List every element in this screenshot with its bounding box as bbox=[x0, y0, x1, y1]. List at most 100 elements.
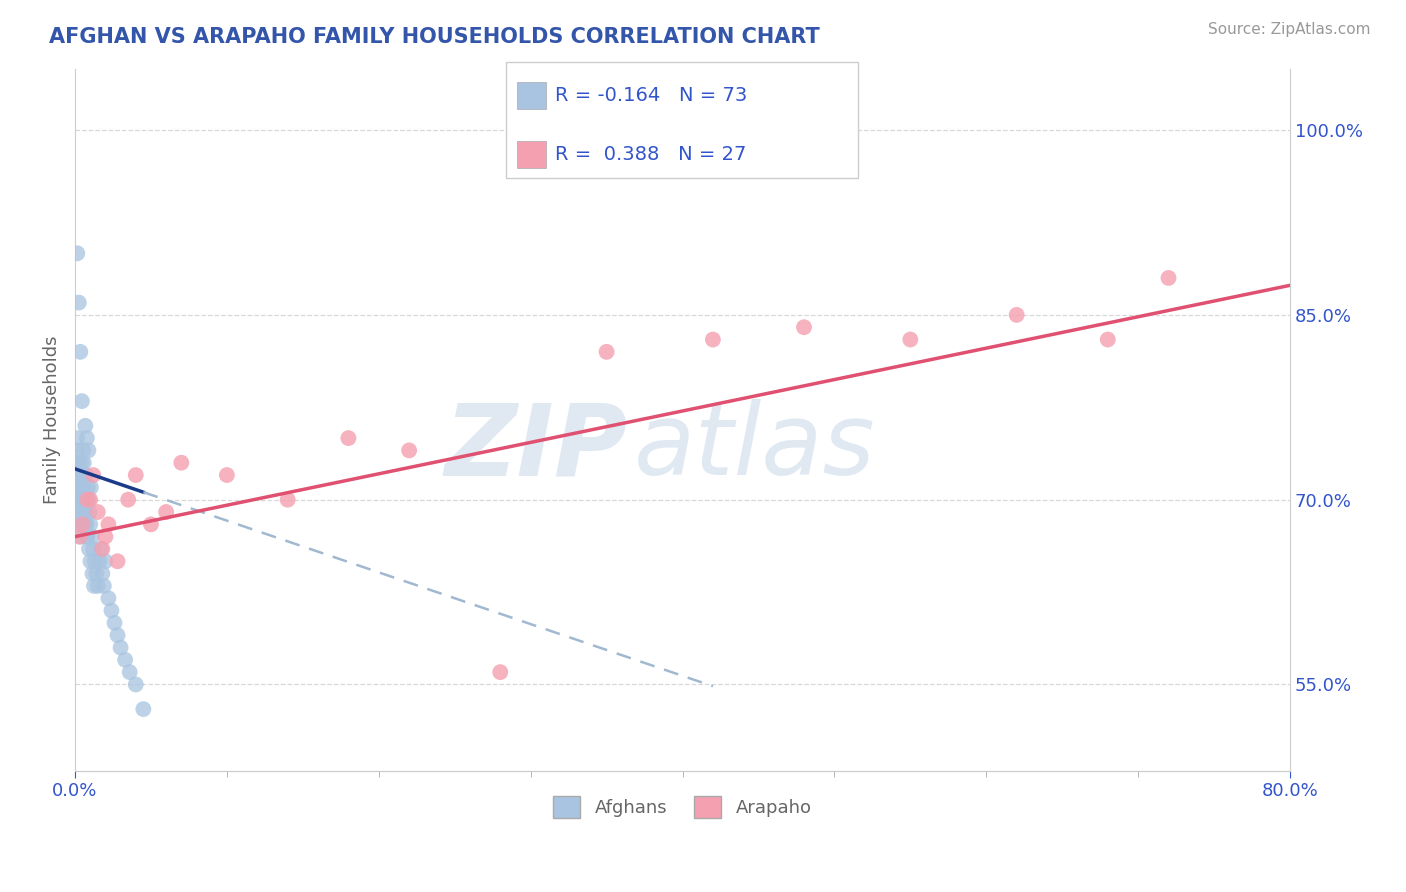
Point bbox=[595, 344, 617, 359]
Point bbox=[67, 480, 90, 494]
Point bbox=[69, 517, 91, 532]
Text: R = -0.164   N = 73: R = -0.164 N = 73 bbox=[555, 86, 748, 105]
Point bbox=[97, 591, 120, 606]
Point bbox=[75, 468, 97, 483]
Point bbox=[83, 554, 105, 568]
Point bbox=[79, 554, 101, 568]
Point bbox=[72, 468, 94, 483]
Point bbox=[69, 480, 91, 494]
Point bbox=[67, 456, 90, 470]
Point bbox=[77, 492, 100, 507]
Point bbox=[107, 628, 129, 642]
Point bbox=[118, 665, 141, 680]
Point bbox=[67, 295, 90, 310]
Point bbox=[1005, 308, 1028, 322]
Point bbox=[70, 456, 93, 470]
Point bbox=[75, 517, 97, 532]
Point bbox=[110, 640, 132, 655]
Point bbox=[215, 468, 238, 483]
Point bbox=[94, 530, 117, 544]
Point bbox=[91, 541, 114, 556]
Point bbox=[82, 566, 104, 581]
Point bbox=[82, 541, 104, 556]
Point bbox=[70, 505, 93, 519]
Point bbox=[97, 517, 120, 532]
Point bbox=[72, 517, 94, 532]
Text: R =  0.388   N = 27: R = 0.388 N = 27 bbox=[555, 145, 747, 164]
Point bbox=[76, 530, 98, 544]
Point bbox=[79, 517, 101, 532]
Text: Source: ZipAtlas.com: Source: ZipAtlas.com bbox=[1208, 22, 1371, 37]
Point bbox=[1097, 333, 1119, 347]
Point bbox=[83, 579, 105, 593]
Point bbox=[155, 505, 177, 519]
Point bbox=[77, 480, 100, 494]
Point bbox=[66, 480, 89, 494]
Point bbox=[69, 530, 91, 544]
Point bbox=[398, 443, 420, 458]
Point bbox=[87, 505, 110, 519]
Legend: Afghans, Arapaho: Afghans, Arapaho bbox=[546, 789, 820, 825]
Point bbox=[277, 492, 299, 507]
Point bbox=[75, 517, 97, 532]
Point bbox=[66, 468, 89, 483]
Point bbox=[90, 541, 112, 556]
Point bbox=[80, 480, 103, 494]
Point bbox=[73, 456, 96, 470]
Point bbox=[69, 530, 91, 544]
Text: ZIP: ZIP bbox=[444, 400, 628, 496]
Point bbox=[89, 554, 111, 568]
Point bbox=[103, 615, 125, 630]
Point bbox=[139, 517, 162, 532]
Point bbox=[66, 443, 89, 458]
Point bbox=[69, 492, 91, 507]
Point bbox=[72, 492, 94, 507]
Point bbox=[793, 320, 815, 334]
Point bbox=[65, 456, 87, 470]
Point bbox=[67, 492, 90, 507]
Point bbox=[72, 443, 94, 458]
Point bbox=[65, 480, 87, 494]
Point bbox=[125, 677, 148, 691]
Point bbox=[87, 579, 110, 593]
Point bbox=[91, 566, 114, 581]
Point bbox=[114, 653, 136, 667]
Point bbox=[84, 566, 107, 581]
Point bbox=[170, 456, 193, 470]
Point bbox=[79, 505, 101, 519]
Point bbox=[65, 468, 87, 483]
Point bbox=[107, 554, 129, 568]
Point bbox=[73, 505, 96, 519]
Point bbox=[93, 579, 115, 593]
Point bbox=[79, 492, 101, 507]
Point bbox=[67, 468, 90, 483]
Point bbox=[70, 492, 93, 507]
Point bbox=[69, 505, 91, 519]
Point bbox=[80, 530, 103, 544]
Point bbox=[69, 468, 91, 483]
Point bbox=[75, 418, 97, 433]
Point bbox=[72, 492, 94, 507]
Point bbox=[66, 246, 89, 260]
Point bbox=[1157, 271, 1180, 285]
Point bbox=[77, 443, 100, 458]
Point bbox=[100, 603, 122, 617]
Point bbox=[76, 492, 98, 507]
Point bbox=[337, 431, 360, 445]
Point bbox=[125, 468, 148, 483]
Point bbox=[77, 541, 100, 556]
Text: AFGHAN VS ARAPAHO FAMILY HOUSEHOLDS CORRELATION CHART: AFGHAN VS ARAPAHO FAMILY HOUSEHOLDS CORR… bbox=[49, 27, 820, 46]
Point bbox=[132, 702, 155, 716]
Point bbox=[72, 517, 94, 532]
Point bbox=[82, 468, 104, 483]
Point bbox=[702, 333, 724, 347]
Point bbox=[76, 530, 98, 544]
Point bbox=[489, 665, 512, 680]
Point bbox=[72, 480, 94, 494]
Point bbox=[76, 431, 98, 445]
Point bbox=[69, 344, 91, 359]
Point bbox=[67, 492, 90, 507]
Text: atlas: atlas bbox=[634, 400, 876, 496]
Y-axis label: Family Households: Family Households bbox=[44, 335, 60, 504]
Point bbox=[67, 517, 90, 532]
